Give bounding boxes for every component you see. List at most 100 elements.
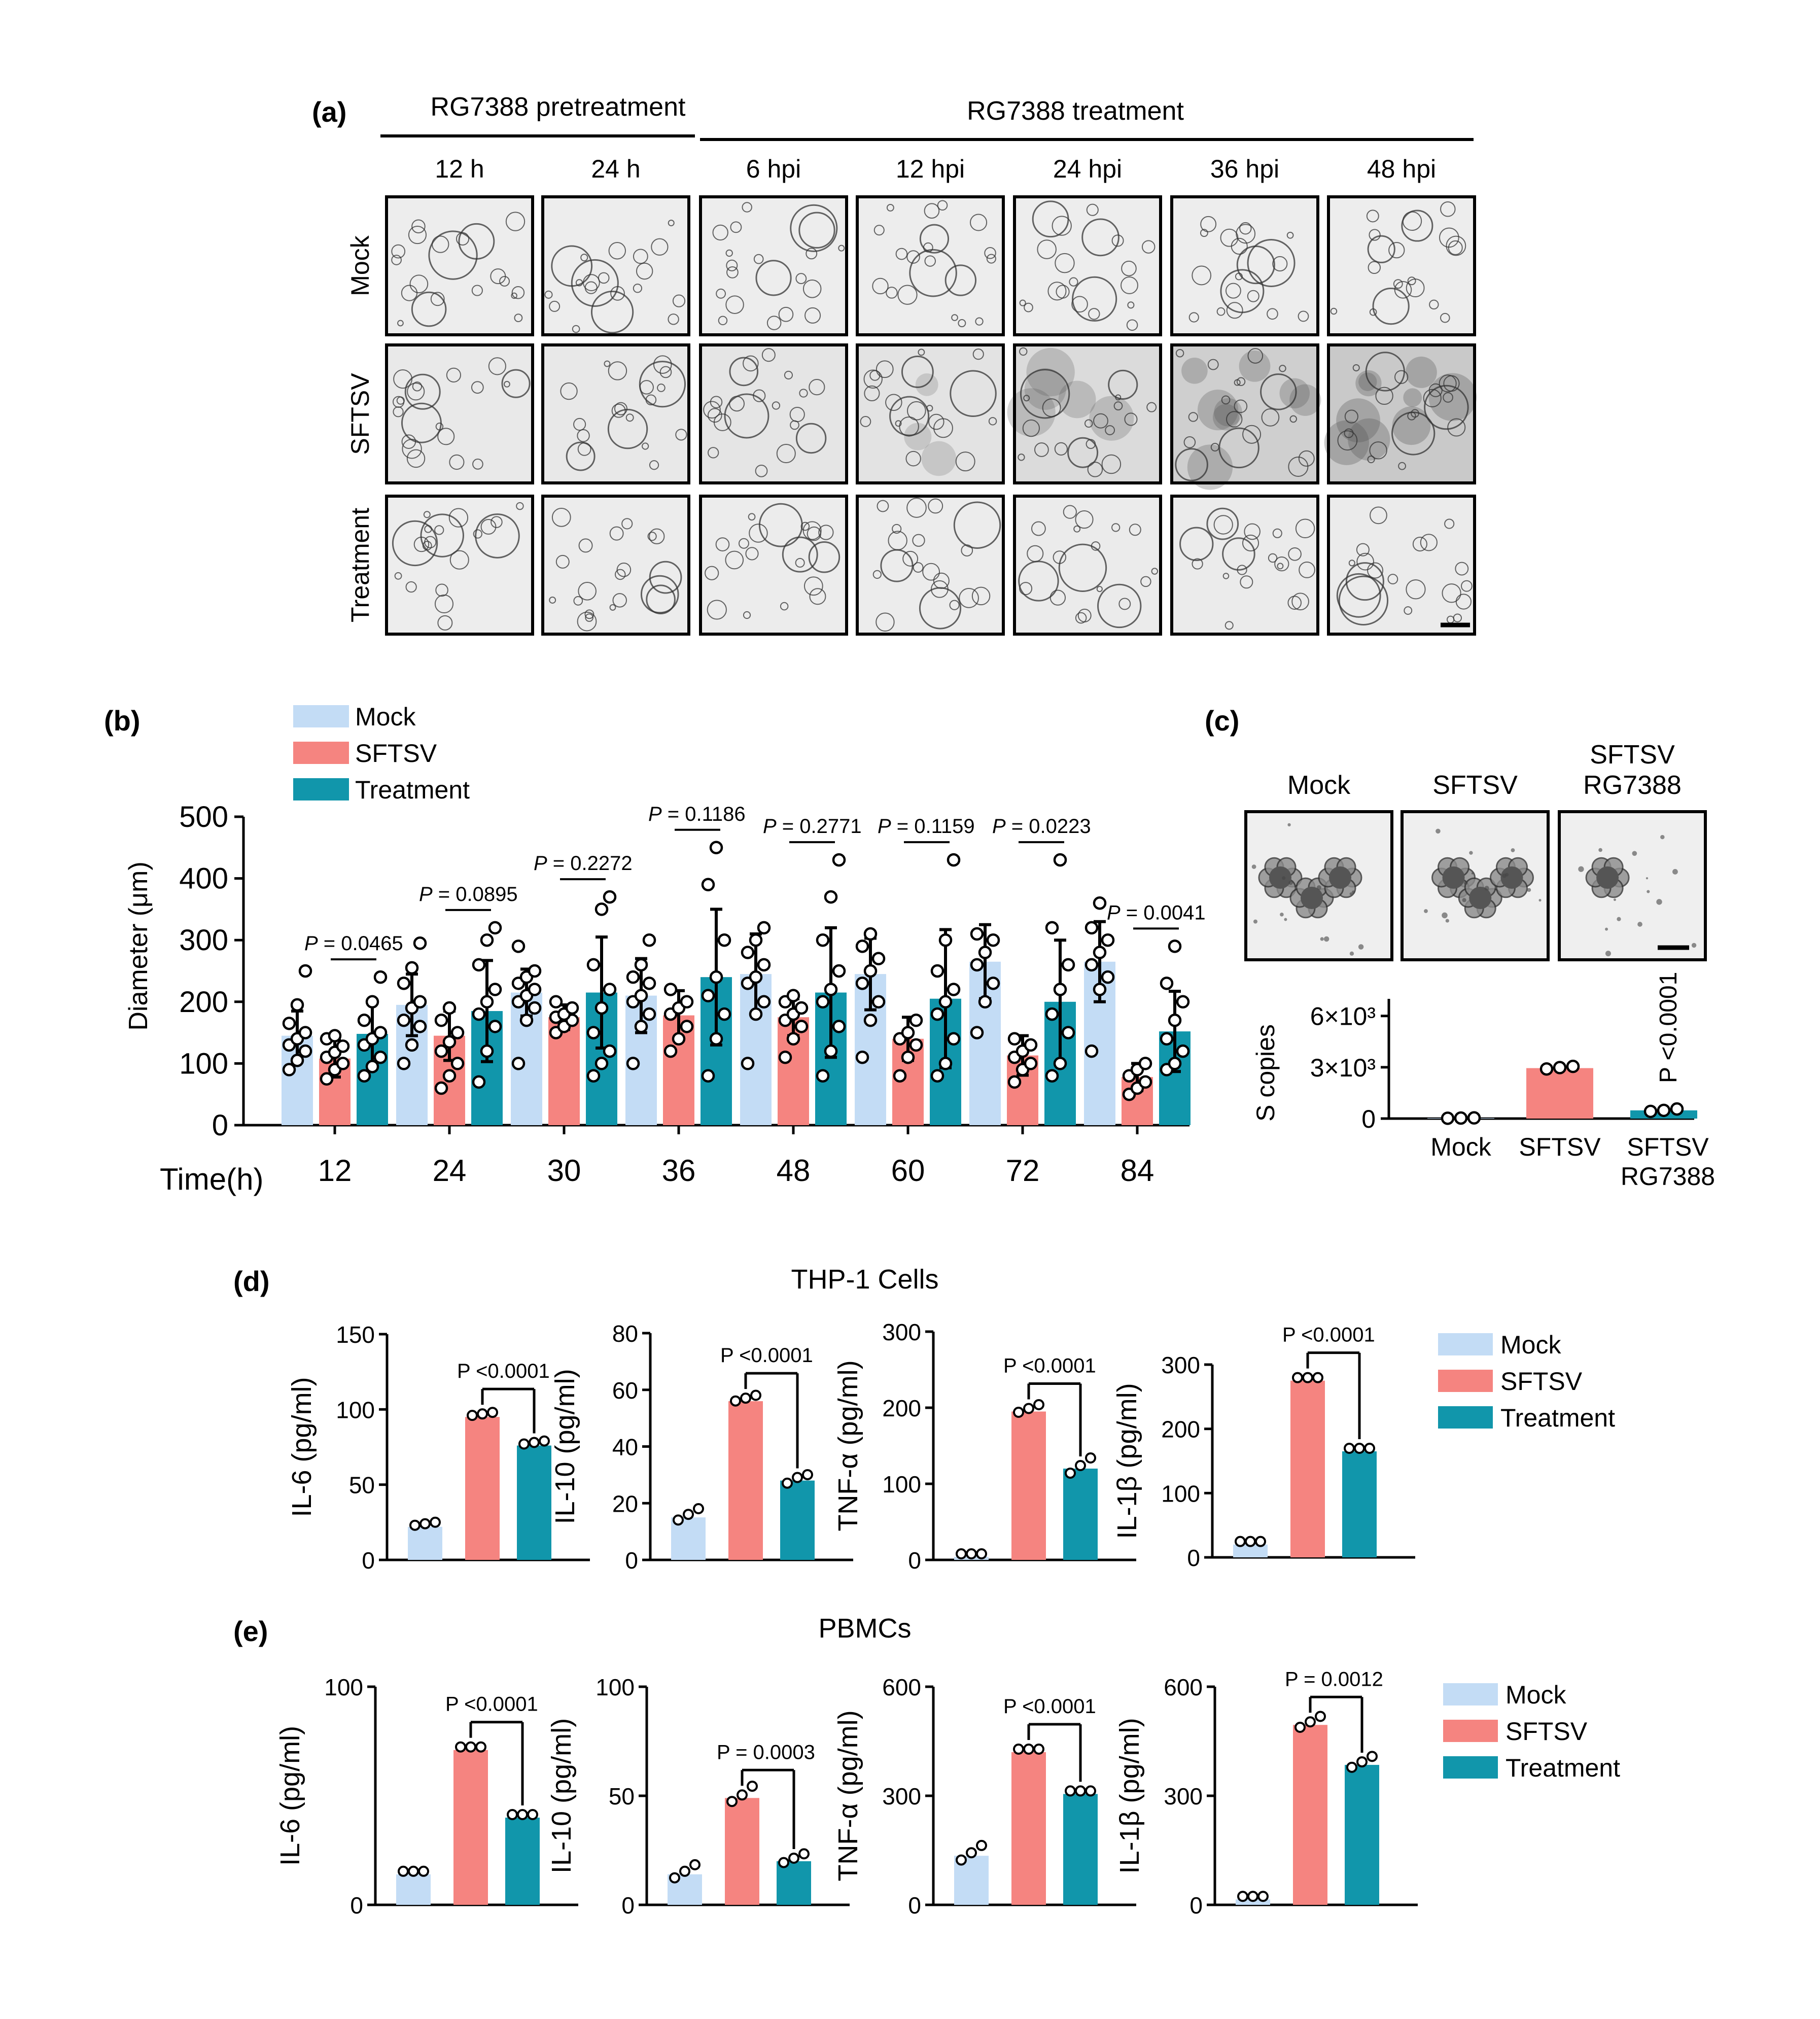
p-symbol: P	[648, 803, 662, 825]
organoid	[886, 203, 894, 212]
data-point	[832, 853, 846, 867]
data-point	[871, 995, 886, 1009]
c-bar-sftsv	[1526, 1068, 1593, 1119]
organoid	[1019, 347, 1028, 356]
dark-debris	[1324, 420, 1369, 465]
data-point	[1007, 1032, 1022, 1046]
p-value-label: P <0.0001	[720, 1344, 813, 1367]
organoid-image-frame	[1401, 810, 1550, 961]
organoid	[625, 413, 634, 422]
micrograph-background	[857, 345, 1003, 483]
organoid	[505, 212, 526, 231]
b-x-axis-label: Time(h)	[160, 1162, 263, 1196]
organoid	[614, 569, 626, 580]
panel-c: (c) Mock SFTSV SFTSV RG7388 S copies 03×1…	[1205, 705, 1715, 1191]
panel-e-title: PBMCs	[818, 1613, 911, 1644]
data-point	[966, 1548, 977, 1559]
organoid	[1091, 541, 1101, 551]
bar-sftsv	[725, 1798, 759, 1905]
data-point	[1033, 1744, 1044, 1755]
organoid	[1121, 276, 1138, 294]
organoid	[888, 531, 907, 550]
y-tick-label: 300	[1164, 1783, 1203, 1809]
e-legend-swatch-mock	[1443, 1683, 1498, 1705]
organoid	[435, 583, 448, 597]
organoid	[405, 581, 417, 593]
debris-dot	[1287, 823, 1291, 827]
data-point	[741, 1057, 755, 1070]
organoid	[456, 232, 470, 246]
organoid	[1420, 534, 1438, 551]
debris-dot	[1469, 851, 1473, 855]
data-point	[778, 1857, 789, 1868]
organoid	[1448, 240, 1463, 255]
organoid	[1429, 299, 1439, 310]
organoid	[902, 550, 919, 567]
data-point	[511, 1057, 526, 1070]
debris-dot	[1463, 881, 1468, 885]
data-point	[930, 964, 944, 978]
data-point	[430, 1516, 441, 1528]
data-point	[824, 1044, 838, 1058]
organoid	[930, 580, 949, 598]
micrograph-frame	[1170, 343, 1319, 484]
y-tick-label: 150	[336, 1321, 375, 1348]
organoid	[391, 255, 402, 265]
data-point	[1292, 1372, 1303, 1383]
organoid	[1234, 379, 1241, 386]
bar-treatment	[1345, 1765, 1379, 1905]
organoid-image	[1558, 810, 1707, 961]
micrograph-grid	[385, 195, 1477, 636]
organoid	[877, 500, 889, 512]
organoid	[653, 355, 672, 374]
data-point	[832, 1020, 846, 1033]
debris-dot	[1253, 919, 1258, 924]
organoid	[1286, 231, 1294, 239]
organoid	[1367, 235, 1395, 263]
data-point	[1367, 1751, 1378, 1762]
organoid	[795, 558, 805, 568]
organoid	[639, 380, 654, 395]
organoid	[575, 279, 583, 287]
debris-dot	[1323, 936, 1329, 942]
data-point	[528, 964, 542, 978]
organoid	[1231, 237, 1248, 255]
dark-debris	[1279, 378, 1310, 409]
micrograph-tile	[1324, 343, 1477, 484]
data-point	[518, 1438, 530, 1450]
data-point	[488, 1020, 502, 1033]
p-value-label: P = 0.2272	[534, 852, 633, 875]
organoid	[924, 203, 940, 219]
micrograph-frame	[699, 495, 848, 636]
organoid	[1126, 319, 1138, 331]
organoid	[1344, 409, 1358, 424]
organoid	[984, 247, 996, 259]
organoid	[1247, 290, 1259, 302]
p-value-label: P = 0.0012	[1285, 1668, 1383, 1690]
organoid	[1108, 369, 1138, 400]
data-point	[642, 1007, 656, 1021]
organoid	[1071, 296, 1088, 313]
data-point	[978, 946, 992, 959]
y-tick-label: 200	[882, 1395, 921, 1421]
organoid	[571, 259, 619, 307]
data-point	[586, 1026, 601, 1039]
data-point	[901, 1026, 915, 1039]
c-image-label-mock: Mock	[1287, 771, 1351, 800]
organoid	[1289, 415, 1298, 423]
organoid	[572, 325, 580, 333]
row-label: Treatment	[346, 508, 374, 622]
data-point	[594, 1001, 609, 1015]
organoid	[726, 266, 739, 279]
panel-d-label: (d)	[233, 1265, 270, 1297]
organoid	[710, 396, 723, 408]
micrograph-tile	[1170, 343, 1321, 490]
data-point	[673, 1514, 684, 1526]
data-point	[565, 1001, 579, 1015]
y-axis-label: IL-1β (pg/ml)	[1114, 1718, 1145, 1873]
row-label: Mock	[346, 235, 374, 296]
data-point	[397, 1057, 411, 1070]
data-point	[786, 1032, 800, 1046]
dark-debris	[1181, 358, 1208, 384]
